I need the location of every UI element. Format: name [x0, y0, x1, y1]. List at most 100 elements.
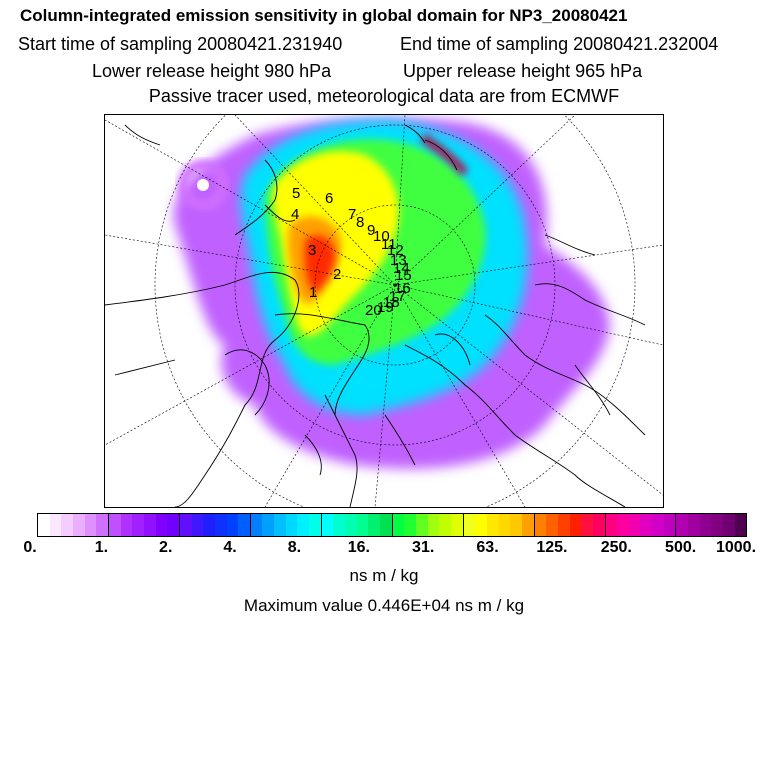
colorbar-cell — [107, 514, 121, 536]
traj-label-8: 8 — [356, 214, 364, 231]
colorbar-cell — [450, 514, 463, 536]
colorbar — [37, 513, 747, 537]
colorbar-tick-label: 1000. — [715, 539, 757, 556]
colorbar-cell — [297, 514, 310, 536]
colorbar-cell — [120, 514, 133, 536]
colorbar-cell — [628, 514, 641, 536]
colorbar-tick-label: 2. — [159, 539, 173, 556]
colorbar-cell — [203, 514, 215, 536]
traj-label-7: 7 — [348, 206, 356, 223]
colorbar-cell — [688, 514, 700, 536]
colorbar-cell — [439, 514, 451, 536]
traj-label-2: 2 — [333, 266, 341, 283]
colorbar-cell — [262, 514, 275, 536]
colorbar-cell — [96, 514, 108, 536]
colorbar-cell — [734, 514, 747, 536]
colorbar-cell — [226, 514, 239, 536]
colorbar-cell — [604, 514, 618, 536]
traj-label-4: 4 — [291, 206, 299, 223]
traj-label-13: 13 — [390, 252, 407, 269]
colorbar-cell — [404, 514, 416, 536]
colorbar-cell — [238, 514, 250, 536]
colorbar-cell — [475, 514, 487, 536]
plume-core — [304, 235, 335, 293]
emission-plume — [173, 118, 610, 469]
colorbar-cell — [285, 514, 298, 536]
traj-label-12: 12 — [387, 242, 404, 259]
colorbar-cell — [274, 514, 286, 536]
colorbar-cell — [462, 514, 476, 536]
traj-label-15: 15 — [395, 267, 412, 284]
colorbar-cell — [61, 514, 73, 536]
colorbar-cell — [178, 514, 192, 536]
colorbar-cell — [711, 514, 724, 536]
traj-label-19: 19 — [377, 299, 394, 316]
colorbar-tick-label: 8. — [287, 539, 302, 556]
traj-label-14: 14 — [393, 260, 410, 277]
colorbar-cell — [723, 514, 735, 536]
plume-hook — [178, 160, 228, 210]
colorbar-tick-label: 4. — [223, 539, 237, 556]
traj-label-3: 3 — [308, 242, 316, 259]
colorbar-cell — [132, 514, 144, 536]
traj-label-11: 11 — [381, 236, 397, 253]
traj-label-6: 6 — [325, 190, 333, 207]
colorbar-cell — [49, 514, 62, 536]
colorbar-unit: ns m / kg — [349, 566, 419, 585]
traj-label-5: 5 — [292, 185, 300, 202]
colorbar-tick-label: 31. — [412, 539, 435, 556]
colorbar-cell — [143, 514, 156, 536]
trajectory-labels: 1 2 3 4 5 6 7 8 9 10 11 12 13 14 15 16 1… — [291, 185, 412, 319]
plume-streak-red — [420, 133, 469, 176]
colorbar-cell — [333, 514, 346, 536]
colorbar-cell — [521, 514, 534, 536]
colorbar-tick-label: 16. — [347, 539, 370, 556]
traj-label-1: 1 — [309, 284, 317, 301]
colorbar-cell — [592, 514, 605, 536]
colorbar-cell — [640, 514, 653, 536]
colorbar-cell — [416, 514, 428, 536]
upper-release-label: Upper release height 965 hPa — [403, 61, 643, 81]
colorbar-cell — [557, 514, 570, 536]
colorbar-cell — [569, 514, 582, 536]
colorbar-cell — [617, 514, 629, 536]
colorbar-tick-label: 250. — [600, 539, 632, 556]
colorbar-cell — [345, 514, 357, 536]
colorbar-cell — [38, 514, 50, 536]
colorbar-tick-label: 125. — [536, 539, 568, 556]
coastlines — [105, 124, 646, 507]
maximum-value-label: Maximum value 0.446E+04 ns m / kg — [243, 596, 525, 615]
colorbar-cell — [72, 514, 85, 536]
colorbar-cell — [368, 514, 381, 536]
colorbar-cell — [427, 514, 440, 536]
map-panel: 1 2 3 4 5 6 7 8 9 10 11 12 13 14 15 16 1… — [104, 114, 664, 508]
traj-label-18: 18 — [383, 294, 400, 311]
colorbar-cell — [249, 514, 263, 536]
colorbar-cell — [214, 514, 227, 536]
plume-hook-center — [197, 179, 209, 191]
colorbar-cell — [546, 514, 558, 536]
colorbar-cell — [320, 514, 334, 536]
lower-release-label: Lower release height 980 hPa — [92, 61, 332, 81]
traj-label-16: 16 — [394, 280, 411, 297]
colorbar-tick-label: 500. — [665, 539, 697, 556]
colorbar-cell — [84, 514, 97, 536]
tracer-note: Passive tracer used, meteorological data… — [148, 86, 620, 106]
end-time-label: End time of sampling 20080421.232004 — [400, 34, 719, 54]
colorbar-tick-label: 63. — [476, 539, 499, 556]
colorbar-cell — [652, 514, 664, 536]
colorbar-cell — [391, 514, 405, 536]
traj-label-9: 9 — [367, 222, 375, 239]
colorbar-cell — [675, 514, 689, 536]
traj-label-17: 17 — [389, 288, 406, 305]
colorbar-cell — [380, 514, 392, 536]
colorbar-cell — [663, 514, 676, 536]
colorbar-cell — [191, 514, 204, 536]
plot-title: Column-integrated emission sensitivity i… — [20, 6, 628, 25]
traj-label-20: 20 — [365, 302, 382, 319]
colorbar-cell — [356, 514, 369, 536]
colorbar-cell — [309, 514, 321, 536]
colorbar-cell — [155, 514, 168, 536]
colorbar-cell — [486, 514, 499, 536]
colorbar-cell — [581, 514, 593, 536]
